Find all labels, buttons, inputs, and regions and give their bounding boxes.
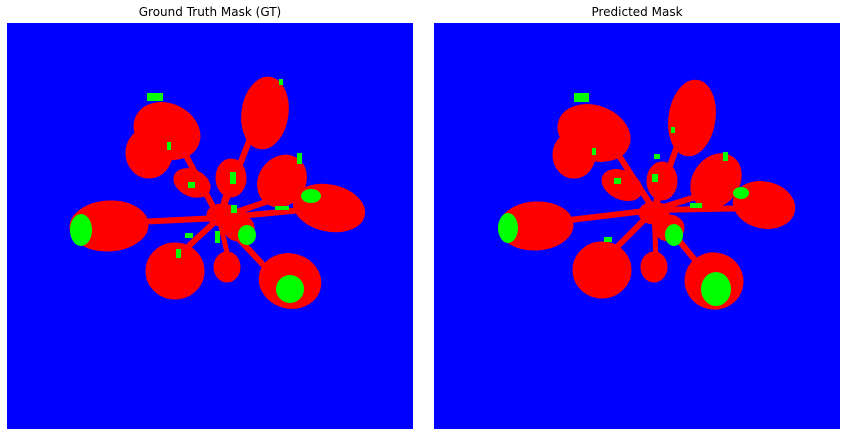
predicted-mask-title: Predicted Mask [591,5,683,19]
predicted-mask-panel: Predicted Mask [434,0,840,435]
gt-mask-image [7,23,413,429]
predicted-mask-image [434,23,840,429]
gt-mask-title: Ground Truth Mask (GT) [138,5,282,19]
gt-mask-panel: Ground Truth Mask (GT) [7,0,413,435]
plant-leaves [498,79,796,310]
green-regions [70,79,321,303]
green-regions [498,93,749,306]
